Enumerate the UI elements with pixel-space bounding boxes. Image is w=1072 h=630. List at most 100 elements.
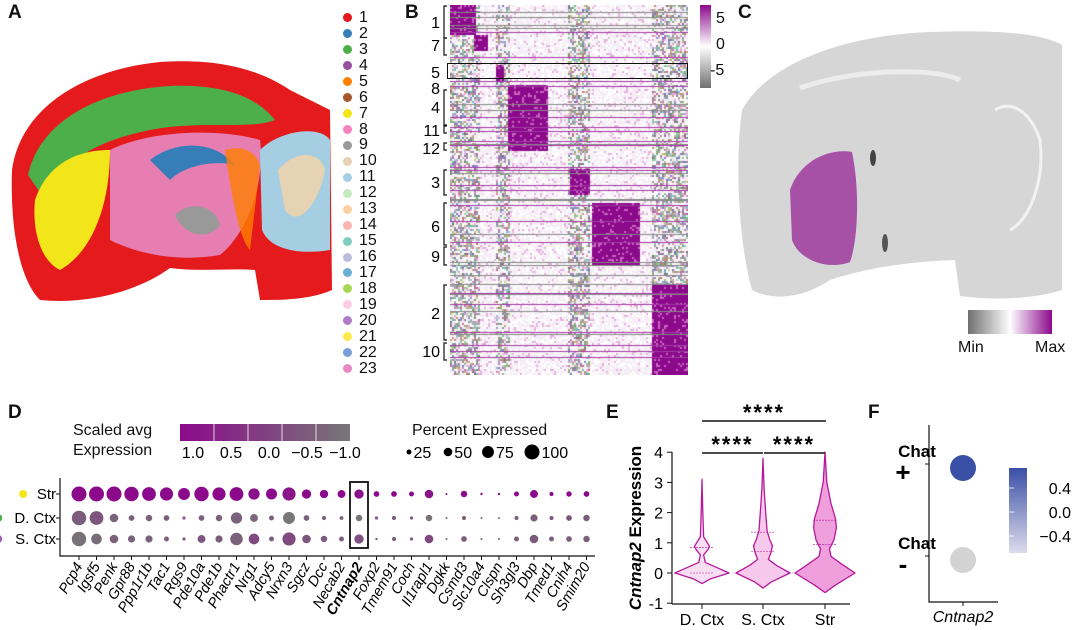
- expression-dot: [354, 489, 364, 499]
- legend-label: 20: [359, 311, 377, 329]
- brain-section-clusters: [11, 61, 332, 301]
- heatmap-row-label: 12: [422, 141, 440, 158]
- colorbar-tick: 0.5: [220, 445, 242, 462]
- expression-dot: [445, 538, 448, 540]
- heatmap-row-label: 5: [431, 65, 440, 82]
- cluster-bracket: [443, 125, 447, 134]
- expression-dot: [339, 516, 344, 520]
- colorbar-tick-minus5: -5: [710, 62, 725, 79]
- colorbar-min-label: Min: [958, 339, 984, 356]
- y-label-text: Expression: [626, 446, 645, 538]
- legend-swatch: [343, 140, 352, 150]
- expression-dot: [498, 538, 500, 540]
- expression-dot: [409, 516, 414, 520]
- y-tick-label: 4: [654, 445, 663, 462]
- legend-item: 15: [343, 233, 377, 249]
- row-sign: -: [899, 549, 908, 579]
- legend-item: 4: [343, 57, 377, 74]
- expression-dot: [89, 511, 104, 525]
- legend-label: 14: [359, 216, 377, 234]
- chat-negative-dot: [950, 547, 976, 573]
- expression-dot: [374, 516, 379, 520]
- legend-item: 1: [343, 9, 377, 26]
- expression-dot: [321, 515, 327, 521]
- expression-dot: [229, 487, 244, 501]
- legend-label: 19: [359, 295, 377, 313]
- legend-swatch: [343, 236, 352, 246]
- expression-dot: [498, 517, 500, 519]
- axes: [928, 425, 998, 603]
- expression-dot: [301, 489, 312, 499]
- expression-dot: [409, 491, 414, 497]
- legend-swatch: [343, 109, 352, 119]
- expression-dot: [445, 517, 448, 519]
- expression-dot: [283, 512, 295, 524]
- legend-swatch: [343, 156, 352, 166]
- expression-dot: [391, 536, 397, 542]
- expression-dot: [303, 515, 310, 521]
- y-tick-label: 0: [654, 566, 663, 583]
- expression-dot: [391, 515, 397, 521]
- legend-item: 8: [343, 121, 377, 138]
- row-label: Chat: [898, 442, 936, 461]
- legend-item: 2: [343, 24, 377, 42]
- legend-label: 13: [359, 200, 377, 218]
- expression-dot: [282, 532, 296, 546]
- expression-dot: [566, 515, 572, 521]
- expression-dot: [461, 536, 467, 542]
- heatmap-row-label: 9: [431, 249, 440, 266]
- expression-dot: [128, 515, 135, 521]
- row-marker: [19, 490, 28, 498]
- legend-item: 10: [343, 153, 377, 169]
- legend-swatch: [343, 45, 352, 55]
- legend-label: 3: [359, 40, 368, 58]
- colorbar-max-label: Max: [1035, 339, 1066, 356]
- row-label: S. Ctx: [15, 531, 56, 548]
- violin-str: [794, 451, 856, 594]
- legend-label: 2: [359, 24, 368, 42]
- expression-dot: [248, 533, 260, 545]
- dotplot-axes: [59, 478, 595, 557]
- expression-dot: [212, 487, 226, 501]
- legend-swatch: [343, 29, 352, 39]
- legend-swatch: [343, 77, 352, 87]
- expression-dot: [480, 538, 483, 540]
- legend-swatch: [343, 332, 352, 342]
- colorbar-tick: 0.0: [258, 445, 280, 462]
- panel-label-b: B: [405, 2, 419, 23]
- cluster-legend: 1 2 3 4 5 6 7 8 9 10 11 12 13 14 15 16 17 18 19 20 21 22 23: [343, 9, 377, 377]
- cluster-bracket: [443, 142, 447, 151]
- heatmap-row-label: 2: [431, 306, 440, 323]
- legend-swatch: [343, 284, 352, 294]
- row-marker: [0, 514, 3, 522]
- brain-ventricle: [870, 150, 876, 166]
- legend-item: 23: [343, 360, 377, 377]
- legend-swatch: [343, 125, 352, 135]
- legend-item: 20: [343, 311, 377, 329]
- y-tick-label: 3: [654, 475, 663, 492]
- y-tick-label: 1: [654, 536, 663, 553]
- legend-swatch: [343, 172, 352, 182]
- cluster-bracket: [443, 37, 447, 56]
- y-tick-label: 2: [654, 506, 663, 523]
- row-label: Str: [37, 486, 56, 503]
- colorbar-tick-0: 0: [716, 36, 725, 53]
- brain-structure-line: [994, 104, 1043, 232]
- expression-dot: [248, 488, 260, 500]
- legend-swatch: [343, 252, 352, 262]
- expression-dot: [530, 490, 538, 498]
- x-tick-label: Cntnap2: [933, 609, 994, 626]
- legend-item: 6: [343, 88, 377, 106]
- size-legend-dot: [443, 447, 453, 457]
- expression-dot: [302, 534, 311, 544]
- expression-dot: [182, 516, 186, 520]
- colorbar-title-line2: Expression: [73, 442, 153, 459]
- heatmap-row-label: 6: [431, 219, 440, 236]
- brain-ventricle: [882, 234, 888, 252]
- cluster-bracket: [443, 202, 447, 246]
- size-legend-dot: [524, 444, 540, 460]
- legend-swatch: [343, 300, 352, 310]
- legend-label: 6: [359, 88, 368, 106]
